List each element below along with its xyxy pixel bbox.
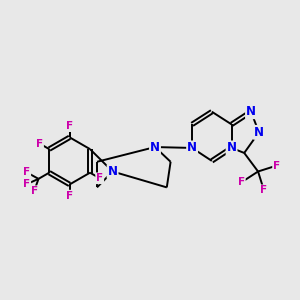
Text: N: N <box>246 105 256 118</box>
Text: N: N <box>108 165 118 178</box>
Text: F: F <box>238 177 245 188</box>
Text: N: N <box>150 141 160 154</box>
Text: N: N <box>187 141 197 154</box>
Text: F: F <box>66 190 73 201</box>
Text: F: F <box>23 167 30 177</box>
Text: N: N <box>254 126 264 139</box>
Text: N: N <box>226 141 237 154</box>
Text: F: F <box>23 179 30 189</box>
Text: F: F <box>66 121 73 131</box>
Text: F: F <box>31 186 38 196</box>
Text: F: F <box>96 173 103 183</box>
Text: F: F <box>260 185 268 195</box>
Text: F: F <box>273 160 280 171</box>
Text: F: F <box>36 139 43 148</box>
Text: F: F <box>66 121 73 131</box>
